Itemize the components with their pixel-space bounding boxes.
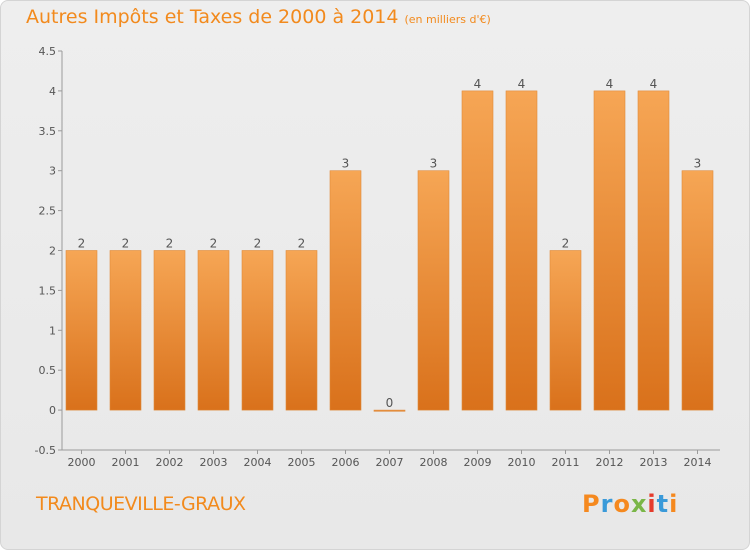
data-label: 2	[254, 237, 262, 251]
bar	[373, 409, 406, 412]
x-tick-label: 2011	[552, 456, 580, 469]
data-label: 3	[342, 157, 350, 171]
bar	[241, 250, 274, 411]
data-label: 2	[210, 237, 218, 251]
chart-unit: (en milliers d'€)	[404, 13, 491, 26]
y-tick-label: 4.5	[39, 45, 57, 58]
data-label: 2	[562, 237, 570, 251]
bar	[197, 250, 230, 411]
chart-title: Autres Impôts et Taxes de 2000 à 2014 (en…	[26, 6, 491, 28]
y-tick-label: 3	[49, 165, 56, 178]
y-tick-label: 0	[49, 404, 56, 417]
proxiti-logo: Proxiti	[582, 490, 678, 518]
y-tick-label: 0.5	[39, 364, 57, 377]
x-tick-label: 2007	[376, 456, 404, 469]
data-label: 0	[386, 396, 394, 410]
chart-title-text: Autres Impôts et Taxes de 2000 à 2014	[26, 6, 399, 28]
logo-letter: r	[600, 490, 614, 518]
x-tick-label: 2001	[112, 456, 140, 469]
y-tick-label: 1	[49, 324, 56, 337]
x-tick-label: 2014	[684, 456, 712, 469]
x-tick-label: 2003	[200, 456, 228, 469]
x-tick-label: 2013	[640, 456, 668, 469]
x-tick-label: 2012	[596, 456, 624, 469]
logo-letter: x	[630, 490, 648, 518]
logo-letter: i	[669, 490, 679, 518]
bar	[285, 250, 318, 411]
y-tick-label: 4	[49, 85, 56, 98]
bar	[681, 170, 714, 411]
logo-letter: o	[613, 490, 631, 518]
data-label: 4	[474, 77, 482, 91]
chart-bars	[65, 90, 714, 412]
y-tick-label: 2.5	[39, 205, 57, 218]
data-label: 2	[166, 237, 174, 251]
data-label: 3	[694, 157, 702, 171]
chart-axes: -0.5 0 0.5 1 1.5 2 2.5 3 3.5 4 4.5	[35, 45, 720, 457]
x-tick-label: 2006	[332, 456, 360, 469]
bar	[461, 90, 494, 411]
data-label: 4	[606, 77, 614, 91]
data-label: 2	[78, 237, 86, 251]
bar	[505, 90, 538, 411]
bar	[593, 90, 626, 411]
logo-letter: i	[647, 490, 657, 518]
bar	[329, 170, 362, 411]
x-tick-label: 2009	[464, 456, 492, 469]
bar	[109, 250, 142, 411]
x-tick-label: 2008	[420, 456, 448, 469]
chart-labels: 2 2000 2 2001 2 2002 2 2003 2 2004 2 2005 3 2006 0 2007…	[68, 77, 712, 469]
x-tick-label: 2000	[68, 456, 96, 469]
data-label: 4	[650, 77, 658, 91]
y-tick-label: 1.5	[39, 284, 57, 297]
x-tick-label: 2010	[508, 456, 536, 469]
logo-letter: t	[656, 490, 670, 518]
y-tick-label: -0.5	[35, 444, 56, 457]
logo-letter: P	[582, 490, 601, 518]
data-label: 2	[122, 237, 130, 251]
y-tick-label: 2	[49, 245, 56, 258]
data-label: 3	[430, 157, 438, 171]
bar	[637, 90, 670, 411]
x-tick-label: 2004	[244, 456, 272, 469]
x-tick-label: 2002	[156, 456, 184, 469]
y-tick-label: 3.5	[39, 125, 57, 138]
bar	[65, 250, 98, 411]
bar	[153, 250, 186, 411]
bar	[549, 250, 582, 411]
x-tick-label: 2005	[288, 456, 316, 469]
commune-name: TRANQUEVILLE-GRAUX	[36, 493, 246, 515]
data-label: 4	[518, 77, 526, 91]
data-label: 2	[298, 237, 306, 251]
bar	[417, 170, 450, 411]
